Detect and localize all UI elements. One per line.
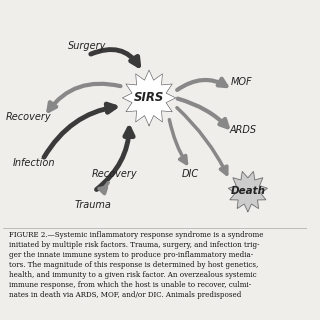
Text: Infection: Infection — [12, 158, 55, 168]
Polygon shape — [122, 70, 176, 126]
Text: DIC: DIC — [181, 169, 199, 179]
Text: FIGURE 2.—Systemic inflammatory response syndrome is a syndrome
initiated by mul: FIGURE 2.—Systemic inflammatory response… — [9, 231, 264, 300]
Text: Surgery: Surgery — [68, 41, 106, 51]
Text: Trauma: Trauma — [74, 200, 111, 211]
Polygon shape — [228, 172, 268, 212]
Text: ARDS: ARDS — [230, 124, 257, 134]
Text: Recovery: Recovery — [6, 112, 52, 122]
Text: SIRS: SIRS — [134, 92, 164, 104]
Text: Death: Death — [230, 186, 265, 196]
Text: Recovery: Recovery — [91, 169, 137, 179]
Text: MOF: MOF — [231, 77, 252, 87]
